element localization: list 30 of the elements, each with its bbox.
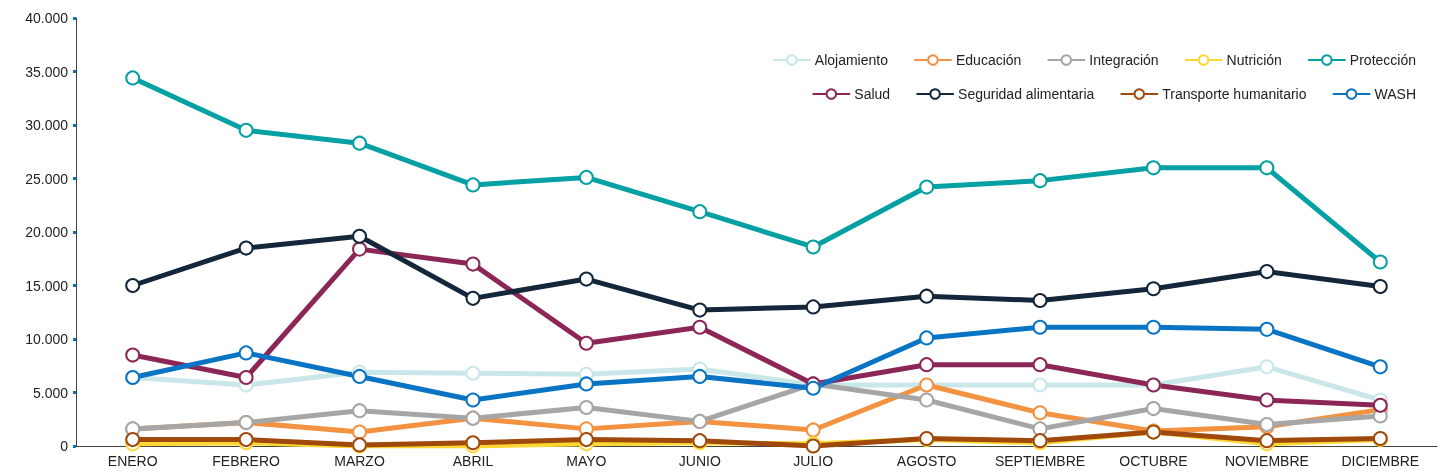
x-tick-label: AGOSTO (896, 453, 957, 469)
legend-label: Alojamiento (814, 52, 889, 68)
x-tick-label: FEBRERO (212, 453, 281, 469)
y-tick-label: 15.000 (25, 277, 69, 294)
y-tick-label: 25.000 (25, 170, 69, 187)
x-tick-label: SEPTIEMBRE (994, 453, 1086, 469)
legend-label: Integración (1089, 52, 1159, 68)
y-tick-label: 40.000 (25, 10, 69, 26)
x-tick-label: MARZO (334, 453, 385, 469)
y-tick-label: 5.000 (32, 384, 69, 401)
x-tick-label: JULIO (793, 453, 834, 469)
x-tick-label: ENERO (107, 453, 158, 469)
legend-label: WASH (1374, 86, 1416, 102)
legend-label: Educación (955, 52, 1022, 68)
legend-label: Transporte humanitario (1162, 86, 1307, 102)
y-tick-label: 35.000 (25, 63, 69, 80)
legend-label: Protección (1349, 52, 1417, 68)
x-tick-label: JUNIO (678, 453, 721, 469)
x-tick-label: OCTUBRE (1119, 453, 1188, 469)
y-tick-label: 30.000 (25, 117, 69, 133)
y-tick-label: 10.000 (25, 331, 69, 347)
legend-label: Nutrición (1226, 52, 1282, 68)
x-tick-label: DICIEMBRE (1341, 453, 1420, 469)
legend-label: Salud (854, 86, 891, 102)
legend-label: Seguridad alimentaria (958, 86, 1095, 102)
y-tick-label: 0 (60, 438, 69, 454)
x-tick-label: MAYO (566, 453, 607, 469)
x-tick-label: NOVIEMBRE (1224, 453, 1309, 469)
x-tick-label: ABRIL (452, 453, 494, 469)
y-tick-label: 20.000 (25, 224, 69, 240)
